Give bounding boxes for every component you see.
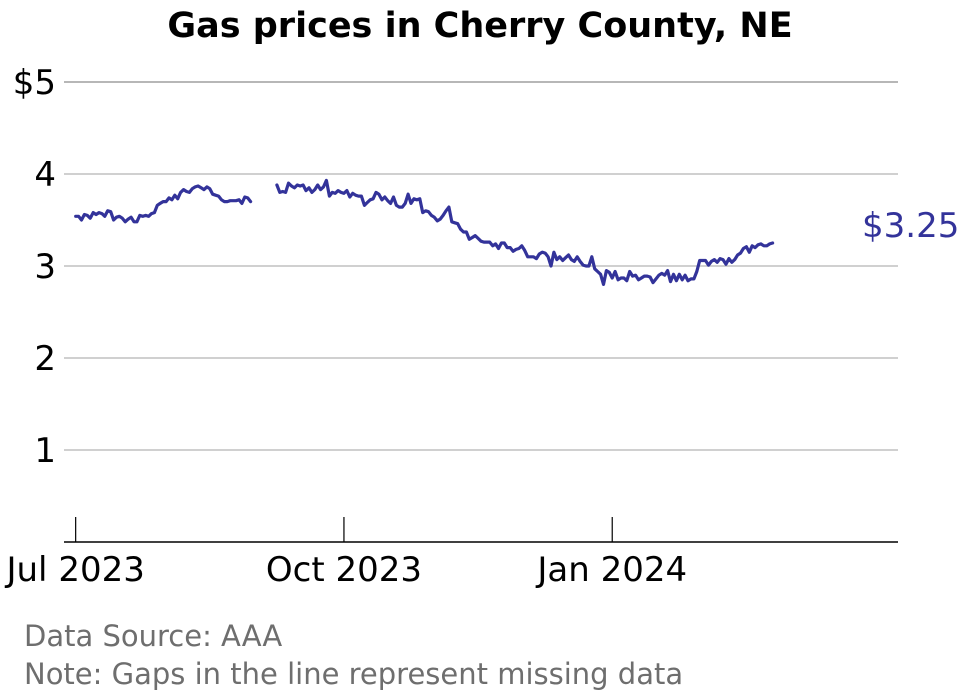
x-axis: Jul 2023 Oct 2023 Jan 2024	[4, 517, 898, 590]
y-tick-label: $5	[13, 63, 56, 103]
y-axis-ticks: 1 2 3 4 $5	[13, 63, 56, 471]
price-series	[74, 178, 775, 286]
x-tick-label: Jul 2023	[4, 550, 144, 590]
y-tick-label: 4	[34, 155, 56, 195]
x-tick-label: Jan 2024	[535, 550, 687, 590]
data-source-note: Data Source: AAA	[24, 619, 282, 653]
y-tick-label: 3	[34, 247, 56, 287]
price-line-segment	[275, 178, 775, 286]
y-tick-label: 2	[34, 339, 56, 379]
x-tick-label: Oct 2023	[266, 550, 422, 590]
missing-data-note: Note: Gaps in the line represent missing…	[24, 657, 683, 691]
last-price-label: $3.25	[862, 206, 959, 246]
price-line-segment	[74, 184, 253, 224]
chart-title: Gas prices in Cherry County, NE	[167, 6, 792, 46]
y-tick-label: 1	[34, 431, 56, 471]
gridlines	[64, 81, 898, 451]
